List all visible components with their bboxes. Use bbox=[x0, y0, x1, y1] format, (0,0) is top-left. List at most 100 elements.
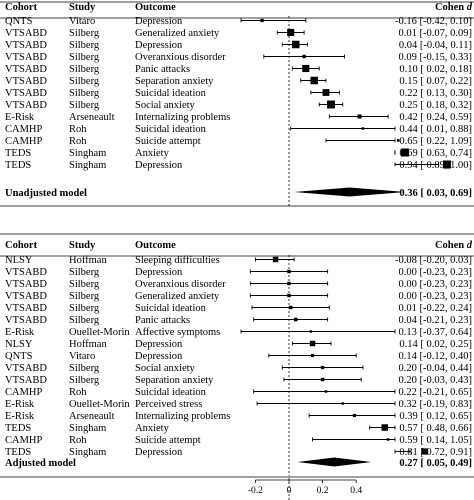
point-estimate bbox=[327, 100, 335, 109]
point-estimate bbox=[302, 54, 306, 59]
row-cohort: VTSABD bbox=[5, 40, 47, 51]
point-estimate bbox=[320, 377, 325, 382]
row-effect-label: 0.00 [-0.23, 0.23] bbox=[399, 291, 473, 302]
point-estimate bbox=[310, 76, 318, 85]
row-cohort: VTSABD bbox=[5, 267, 47, 278]
row-cohort: TEDS bbox=[5, 423, 31, 434]
row-effect-label: 0.42 [ 0.24, 0.59] bbox=[399, 112, 472, 123]
row-effect-label: 0.00 [-0.23, 0.23] bbox=[399, 279, 473, 290]
row-effect-label: 0.57 [ 0.48, 0.66] bbox=[399, 423, 472, 434]
row-study: Singham bbox=[69, 447, 106, 458]
point-estimate bbox=[288, 305, 293, 310]
row-cohort: TEDS bbox=[5, 447, 31, 458]
row-study: Silberg bbox=[69, 363, 100, 374]
row-cohort: QNTS bbox=[5, 16, 33, 27]
point-estimate bbox=[287, 28, 295, 37]
header-outcome: Outcome bbox=[135, 240, 176, 251]
row-outcome: Suicide attempt bbox=[135, 136, 201, 147]
row-cohort: CAMHP bbox=[5, 136, 43, 147]
point-estimate bbox=[421, 448, 429, 455]
row-effect-label: 0.94 [ 0.89, 1.00] bbox=[399, 160, 472, 171]
row-cohort: CAMHP bbox=[5, 124, 43, 135]
point-estimate bbox=[272, 256, 279, 263]
row-outcome: Generalized anxiety bbox=[135, 28, 220, 39]
row-cohort: NLSY bbox=[5, 339, 33, 350]
row-study: Hoffman bbox=[69, 339, 107, 350]
row-outcome: Depression bbox=[135, 160, 183, 171]
row-effect-label: 0.25 [ 0.18, 0.32] bbox=[399, 100, 472, 111]
row-outcome: Separation anxiety bbox=[135, 76, 214, 87]
header-study: Study bbox=[69, 240, 96, 251]
point-estimate bbox=[352, 413, 357, 418]
header-cohort: Cohort bbox=[5, 2, 38, 13]
row-study: Singham bbox=[69, 148, 106, 159]
row-study: Silberg bbox=[69, 375, 100, 386]
row-effect-label: 0.59 [ 0.14, 1.05] bbox=[399, 435, 472, 446]
row-outcome: Affective symptoms bbox=[135, 327, 220, 338]
row-study: Silberg bbox=[69, 40, 100, 51]
row-study: Silberg bbox=[69, 88, 100, 99]
row-effect-label: 0.01 [-0.22, 0.24] bbox=[399, 303, 473, 314]
row-effect-label: 0.10 [ 0.02, 0.18] bbox=[399, 64, 472, 75]
row-study: Roh bbox=[69, 124, 87, 135]
row-effect-label: 0.81 [ 0.72, 0.91] bbox=[399, 447, 472, 458]
point-estimate bbox=[310, 353, 315, 358]
row-effect-label: 0.14 [ 0.02, 0.25] bbox=[399, 339, 472, 350]
row-outcome: Generalized anxiety bbox=[135, 291, 220, 302]
row-cohort: VTSABD bbox=[5, 291, 47, 302]
row-effect-label: 0.09 [-0.15, 0.33] bbox=[399, 52, 473, 63]
row-cohort: VTSABD bbox=[5, 64, 47, 75]
point-estimate bbox=[322, 89, 330, 96]
point-estimate bbox=[324, 390, 328, 393]
row-outcome: Panic attacks bbox=[135, 315, 190, 326]
row-study: Arseneault bbox=[69, 411, 115, 422]
row-outcome: Sleeping difficulties bbox=[135, 255, 220, 266]
row-effect-label: 0.15 [ 0.07, 0.22] bbox=[399, 76, 472, 87]
row-study: Ouellet-Morin bbox=[69, 327, 130, 338]
header-cohen-d: Cohen d bbox=[435, 2, 473, 13]
row-outcome: Anxiety bbox=[135, 423, 170, 434]
x-axis-tick-label: -0.2 bbox=[248, 486, 263, 496]
row-cohort: E-Risk bbox=[5, 112, 35, 123]
row-study: Silberg bbox=[69, 303, 100, 314]
row-study: Hoffman bbox=[69, 255, 107, 266]
row-outcome: Depression bbox=[135, 267, 183, 278]
row-cohort: E-Risk bbox=[5, 327, 35, 338]
row-outcome: Depression bbox=[135, 339, 183, 350]
row-effect-label: 0.13 [-0.37, 0.64] bbox=[399, 327, 473, 338]
point-estimate bbox=[291, 40, 300, 49]
row-outcome: Anxiety bbox=[135, 148, 170, 159]
row-outcome: Internalizing problems bbox=[135, 411, 230, 422]
row-outcome: Social anxiety bbox=[135, 100, 196, 111]
row-outcome: Internalizing problems bbox=[135, 112, 230, 123]
point-estimate bbox=[381, 424, 389, 431]
row-effect-label: 0.69 [ 0.63, 0.74] bbox=[399, 148, 472, 159]
row-effect-label: -0.16 [-0.42, 0.10] bbox=[395, 16, 472, 27]
header-cohen-d: Cohen d bbox=[435, 240, 473, 251]
row-cohort: VTSABD bbox=[5, 363, 47, 374]
row-cohort: TEDS bbox=[5, 160, 31, 171]
row-cohort: VTSABD bbox=[5, 88, 47, 99]
row-outcome: Depression bbox=[135, 351, 183, 362]
row-outcome: Overanxious disorder bbox=[135, 52, 226, 63]
point-estimate bbox=[386, 438, 390, 441]
row-effect-label: 0.22 [ 0.13, 0.30] bbox=[399, 88, 472, 99]
row-study: Arseneault bbox=[69, 112, 115, 123]
summary-effect-label: 0.36 [ 0.03, 0.69] bbox=[399, 188, 472, 199]
row-effect-label: 0.39 [ 0.12, 0.65] bbox=[399, 411, 472, 422]
row-effect-label: 0.22 [-0.21, 0.65] bbox=[399, 387, 473, 398]
row-study: Singham bbox=[69, 160, 106, 171]
point-estimate bbox=[309, 340, 316, 347]
point-estimate bbox=[396, 139, 400, 142]
row-cohort: VTSABD bbox=[5, 28, 47, 39]
row-cohort: CAMHP bbox=[5, 435, 43, 446]
row-outcome: Suicidal ideation bbox=[135, 303, 207, 314]
point-estimate bbox=[287, 293, 291, 298]
header-outcome: Outcome bbox=[135, 2, 176, 13]
row-study: Ouellet-Morin bbox=[69, 399, 130, 410]
point-estimate bbox=[287, 269, 291, 274]
row-study: Silberg bbox=[69, 315, 100, 326]
row-effect-label: 0.65 [ 0.22, 1.09] bbox=[399, 136, 472, 147]
row-outcome: Depression bbox=[135, 447, 183, 458]
